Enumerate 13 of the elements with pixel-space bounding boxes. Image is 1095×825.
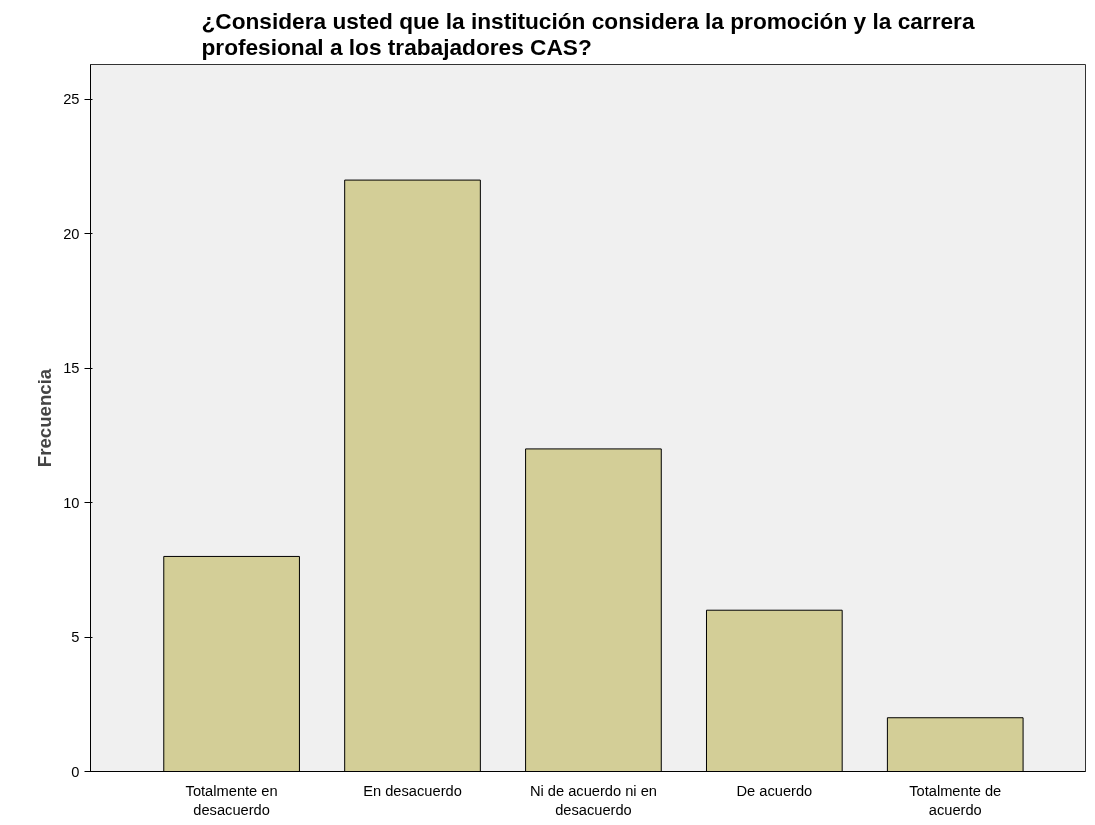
y-axis-title: Frecuencia xyxy=(34,368,56,468)
y-tick-label: 25 xyxy=(63,91,80,108)
y-tick-label: 20 xyxy=(63,225,80,242)
y-tick-label: 0 xyxy=(71,763,80,780)
x-tick-label: De acuerdo xyxy=(736,782,813,799)
x-tick-label: En desacuerdo xyxy=(363,782,462,799)
x-tick-label: Ni de acuerdo ni en desacuerdo xyxy=(529,782,657,818)
y-tick-label: 10 xyxy=(63,494,80,511)
y-tick-label: 5 xyxy=(71,629,80,646)
x-tick-label: Totalmente en desacuerdo xyxy=(185,782,278,818)
x-tick-label: Totalmente de acuerdo xyxy=(909,782,1002,818)
chart-title: ¿Considera usted que la institución considera la promoción y la carrera profesional a los trabajadores CAS? xyxy=(201,7,975,60)
y-tick-label: 15 xyxy=(63,360,80,377)
